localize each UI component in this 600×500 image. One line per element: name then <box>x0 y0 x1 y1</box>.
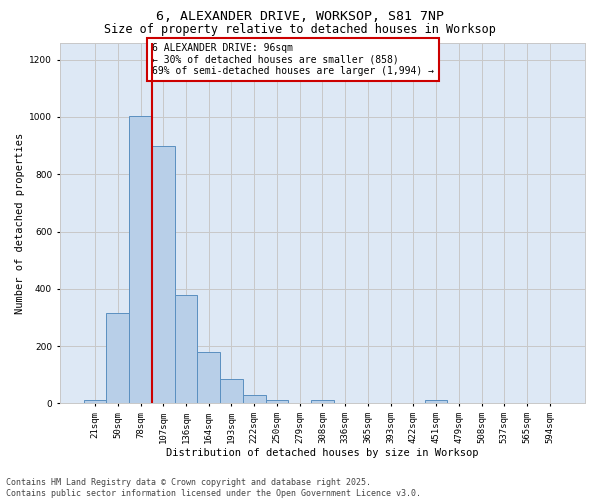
Bar <box>266 400 288 404</box>
Bar <box>311 400 334 404</box>
X-axis label: Distribution of detached houses by size in Worksop: Distribution of detached houses by size … <box>166 448 479 458</box>
Bar <box>243 396 266 404</box>
Bar <box>106 313 129 404</box>
Bar <box>220 379 243 404</box>
Text: 6, ALEXANDER DRIVE, WORKSOP, S81 7NP: 6, ALEXANDER DRIVE, WORKSOP, S81 7NP <box>156 10 444 23</box>
Y-axis label: Number of detached properties: Number of detached properties <box>15 132 25 314</box>
Text: 6 ALEXANDER DRIVE: 96sqm
← 30% of detached houses are smaller (858)
69% of semi-: 6 ALEXANDER DRIVE: 96sqm ← 30% of detach… <box>152 42 434 76</box>
Bar <box>425 400 448 404</box>
Bar <box>83 400 106 404</box>
Text: Size of property relative to detached houses in Worksop: Size of property relative to detached ho… <box>104 22 496 36</box>
Bar <box>175 294 197 404</box>
Bar <box>152 146 175 404</box>
Text: Contains HM Land Registry data © Crown copyright and database right 2025.
Contai: Contains HM Land Registry data © Crown c… <box>6 478 421 498</box>
Bar <box>197 352 220 404</box>
Bar <box>129 116 152 404</box>
